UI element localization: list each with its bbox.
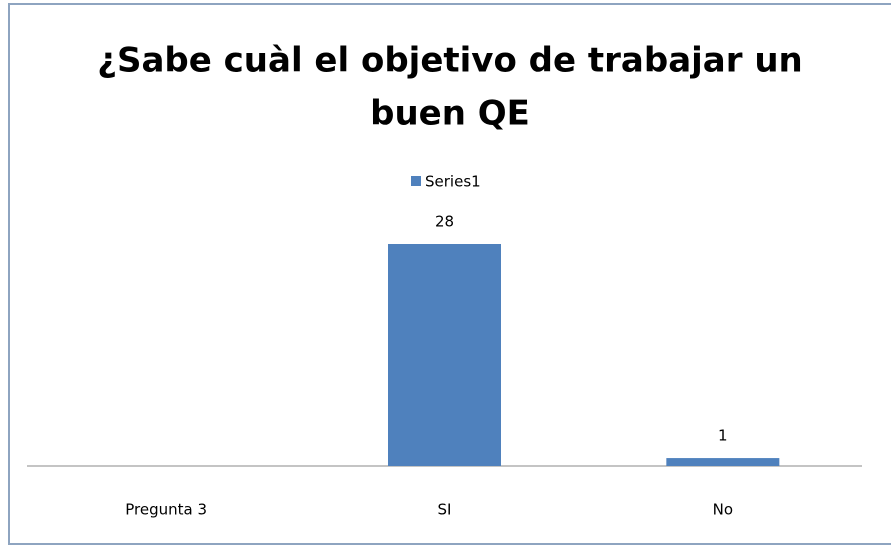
- x-tick-label: No: [713, 501, 733, 519]
- chart-title: buen QE: [370, 94, 530, 134]
- bar: [666, 458, 780, 466]
- x-tick-label: SI: [438, 501, 452, 519]
- x-tick-label: Pregunta 3: [125, 501, 207, 519]
- data-label: 1: [718, 427, 728, 445]
- legend-label: Series1: [425, 173, 481, 191]
- data-label: 28: [435, 213, 454, 231]
- bar: [388, 244, 501, 466]
- legend-swatch: [411, 176, 421, 186]
- chart-title: ¿Sabe cuàl el objetivo de trabajar un: [97, 41, 803, 81]
